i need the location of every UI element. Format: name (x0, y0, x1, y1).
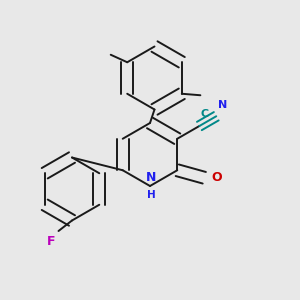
Text: H: H (146, 190, 155, 200)
Text: O: O (211, 171, 221, 184)
Text: F: F (46, 235, 55, 248)
Text: N: N (218, 100, 227, 110)
Text: C: C (201, 110, 209, 119)
Text: N: N (146, 171, 156, 184)
